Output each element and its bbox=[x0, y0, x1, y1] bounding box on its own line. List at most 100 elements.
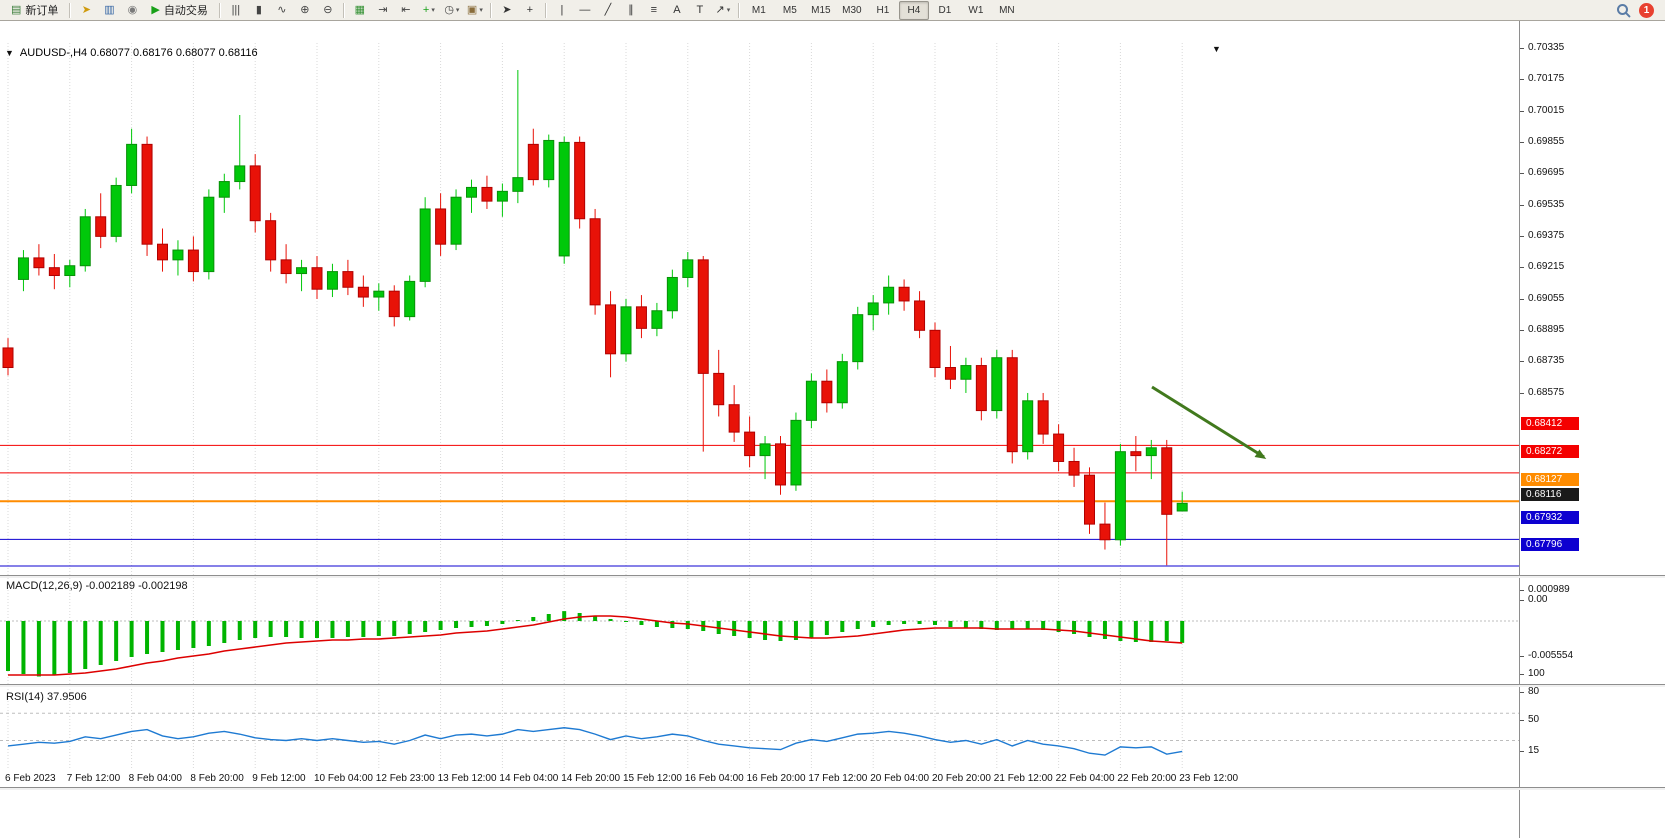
bar-chart-button[interactable]: ||| bbox=[225, 0, 247, 20]
timeframe-m5-button[interactable]: M5 bbox=[782, 4, 797, 16]
macd-signal-line bbox=[8, 615, 1183, 676]
time-tick-label: 12 Feb 23:00 bbox=[375, 773, 435, 784]
trend-arrow-annotation[interactable] bbox=[1151, 385, 1267, 460]
vertical-line-icon: | bbox=[560, 3, 564, 16]
channel-button[interactable]: ∥ bbox=[620, 0, 642, 20]
candle-body bbox=[326, 271, 338, 290]
candle-body bbox=[620, 306, 632, 355]
zoom-out-button[interactable]: ⊖ bbox=[317, 0, 339, 20]
timeframe-h1-button[interactable]: H1 bbox=[876, 4, 890, 16]
line-chart-button[interactable]: ∿ bbox=[271, 0, 293, 20]
timeframe-d1-button[interactable]: D1 bbox=[938, 4, 952, 16]
candle-body bbox=[805, 380, 817, 421]
candle-body bbox=[435, 208, 447, 245]
zoom-in-button[interactable]: ⊕ bbox=[294, 0, 316, 20]
auto-trading-button[interactable]: ▶ 自动交易 bbox=[144, 0, 214, 20]
main-toolbar: ▤ 新订单 ➤ ▥ ◉ ▶ 自动交易 ||| ▮ ∿ ⊕ ⊖ ▦ ⇥ ⇤ + ▾ ◷ ▾ ▣ ▾ ➤ + | — ╱ ∥ ≡ A T ↗ ▾ M… bbox=[0, 0, 1665, 21]
text-label-icon: T bbox=[696, 3, 704, 16]
axis-tick bbox=[1520, 751, 1524, 753]
candle-body bbox=[357, 286, 369, 298]
time-tick-label: 9 Feb 12:00 bbox=[252, 773, 306, 784]
candle-body bbox=[1099, 523, 1111, 541]
toolbar-separator bbox=[737, 2, 740, 18]
notification-badge[interactable]: 1 bbox=[1639, 2, 1654, 18]
chart-shift-button[interactable]: ⇤ bbox=[395, 0, 417, 20]
new-order-button[interactable]: ▤ 新订单 bbox=[4, 0, 65, 20]
timeframe-w1-button[interactable]: W1 bbox=[968, 4, 984, 16]
toolbar-separator bbox=[218, 2, 221, 18]
rsi-tick-label: 50 bbox=[1528, 713, 1540, 725]
crosshair-button[interactable]: + bbox=[519, 0, 541, 20]
axis-tick bbox=[1520, 235, 1524, 237]
time-tick-label: 16 Feb 20:00 bbox=[746, 773, 806, 784]
timeframe-mn-button[interactable]: MN bbox=[999, 4, 1015, 16]
trendline-button[interactable]: ╱ bbox=[597, 0, 619, 20]
candle-body bbox=[790, 419, 802, 486]
candle-body bbox=[898, 286, 910, 302]
chart-window[interactable]: ▼ AUDUSD-,H4 0.68077 0.68176 0.68077 0.6… bbox=[0, 21, 1665, 838]
axis-tick bbox=[1520, 392, 1524, 394]
candle-body bbox=[574, 141, 586, 220]
profiles-button[interactable]: ▥ bbox=[98, 0, 120, 20]
candle-body bbox=[496, 190, 508, 202]
candle-body bbox=[960, 365, 972, 380]
candle-body bbox=[64, 265, 76, 277]
candle-body bbox=[558, 141, 570, 257]
time-tick-label: 7 Feb 12:00 bbox=[66, 773, 121, 784]
axis-tick bbox=[1520, 329, 1524, 331]
candle-body bbox=[1037, 400, 1049, 435]
line-chart-icon: ∿ bbox=[277, 3, 287, 16]
panel-splitter[interactable] bbox=[0, 684, 1665, 687]
macd-tick-label: 0.000989 bbox=[1528, 584, 1570, 596]
rsi-line bbox=[7, 727, 1183, 756]
text-button[interactable]: A bbox=[666, 0, 688, 20]
candle-body bbox=[1068, 460, 1080, 476]
panel-splitter[interactable] bbox=[0, 787, 1665, 790]
timeframe-m1-button[interactable]: M1 bbox=[751, 4, 766, 16]
time-axis[interactable]: 6 Feb 2023 7 Feb 12:00 8 Feb 04:00 8 Feb 20… bbox=[0, 768, 1519, 790]
panel-splitter[interactable] bbox=[0, 575, 1665, 578]
price-tick-label: 0.69375 bbox=[1528, 229, 1565, 241]
candle-body bbox=[311, 267, 323, 290]
chart-shift-icon: ⇤ bbox=[401, 3, 411, 16]
templates-button[interactable]: ▣ ▾ bbox=[464, 0, 486, 20]
auto-scroll-button[interactable]: ⇥ bbox=[372, 0, 394, 20]
macd-panel[interactable] bbox=[0, 578, 1519, 684]
candle-body bbox=[775, 443, 786, 486]
shapes-button[interactable]: ↗ ▾ bbox=[712, 0, 734, 20]
timeframe-m15-button[interactable]: M15 bbox=[811, 4, 831, 16]
timeframe-m30-button[interactable]: M30 bbox=[842, 4, 862, 16]
candle-body bbox=[234, 165, 246, 183]
axis-tick bbox=[1520, 204, 1524, 206]
price-chart-panel[interactable] bbox=[0, 43, 1519, 576]
horizontal-line-button[interactable]: — bbox=[574, 0, 596, 20]
toolbar-separator bbox=[489, 2, 492, 18]
timeframe-h4-button[interactable]: H4 bbox=[898, 0, 929, 20]
macd-tick-label: -0.005554 bbox=[1528, 649, 1574, 661]
fibonacci-button[interactable]: ≡ bbox=[643, 0, 665, 20]
chart-shift-marker[interactable]: ▼ bbox=[1212, 44, 1221, 54]
candle-body bbox=[280, 259, 292, 275]
axis-tick bbox=[1520, 298, 1524, 300]
indicators-button[interactable]: + ▾ bbox=[418, 0, 440, 20]
candlestick-chart-button[interactable]: ▮ bbox=[248, 0, 270, 20]
candle-body bbox=[944, 367, 956, 380]
candle-body bbox=[450, 196, 462, 245]
tile-windows-button[interactable]: ▦ bbox=[349, 0, 371, 20]
axis-tick bbox=[1520, 590, 1524, 592]
price-axis[interactable]: 0.70335 0.70175 0.70015 0.69855 0.69695 0.695… bbox=[1519, 21, 1665, 838]
axis-tick bbox=[1520, 692, 1524, 694]
one-click-trading-toggle[interactable]: ▼ bbox=[5, 47, 14, 58]
axis-tick bbox=[1520, 173, 1524, 175]
current-price-badge: 0.68116 bbox=[1521, 488, 1579, 502]
data-window-button[interactable]: ◉ bbox=[121, 0, 143, 20]
periods-button[interactable]: ◷ ▾ bbox=[441, 0, 463, 20]
text-label-button[interactable]: T bbox=[689, 0, 711, 20]
favorites-button[interactable]: ➤ bbox=[75, 0, 97, 20]
search-icon[interactable] bbox=[1617, 3, 1630, 17]
horizontal-line-icon: — bbox=[579, 3, 591, 16]
cursor-button[interactable]: ➤ bbox=[496, 0, 518, 20]
vertical-line-button[interactable]: | bbox=[551, 0, 573, 20]
candle-body bbox=[836, 361, 848, 404]
candle-body bbox=[249, 165, 261, 222]
